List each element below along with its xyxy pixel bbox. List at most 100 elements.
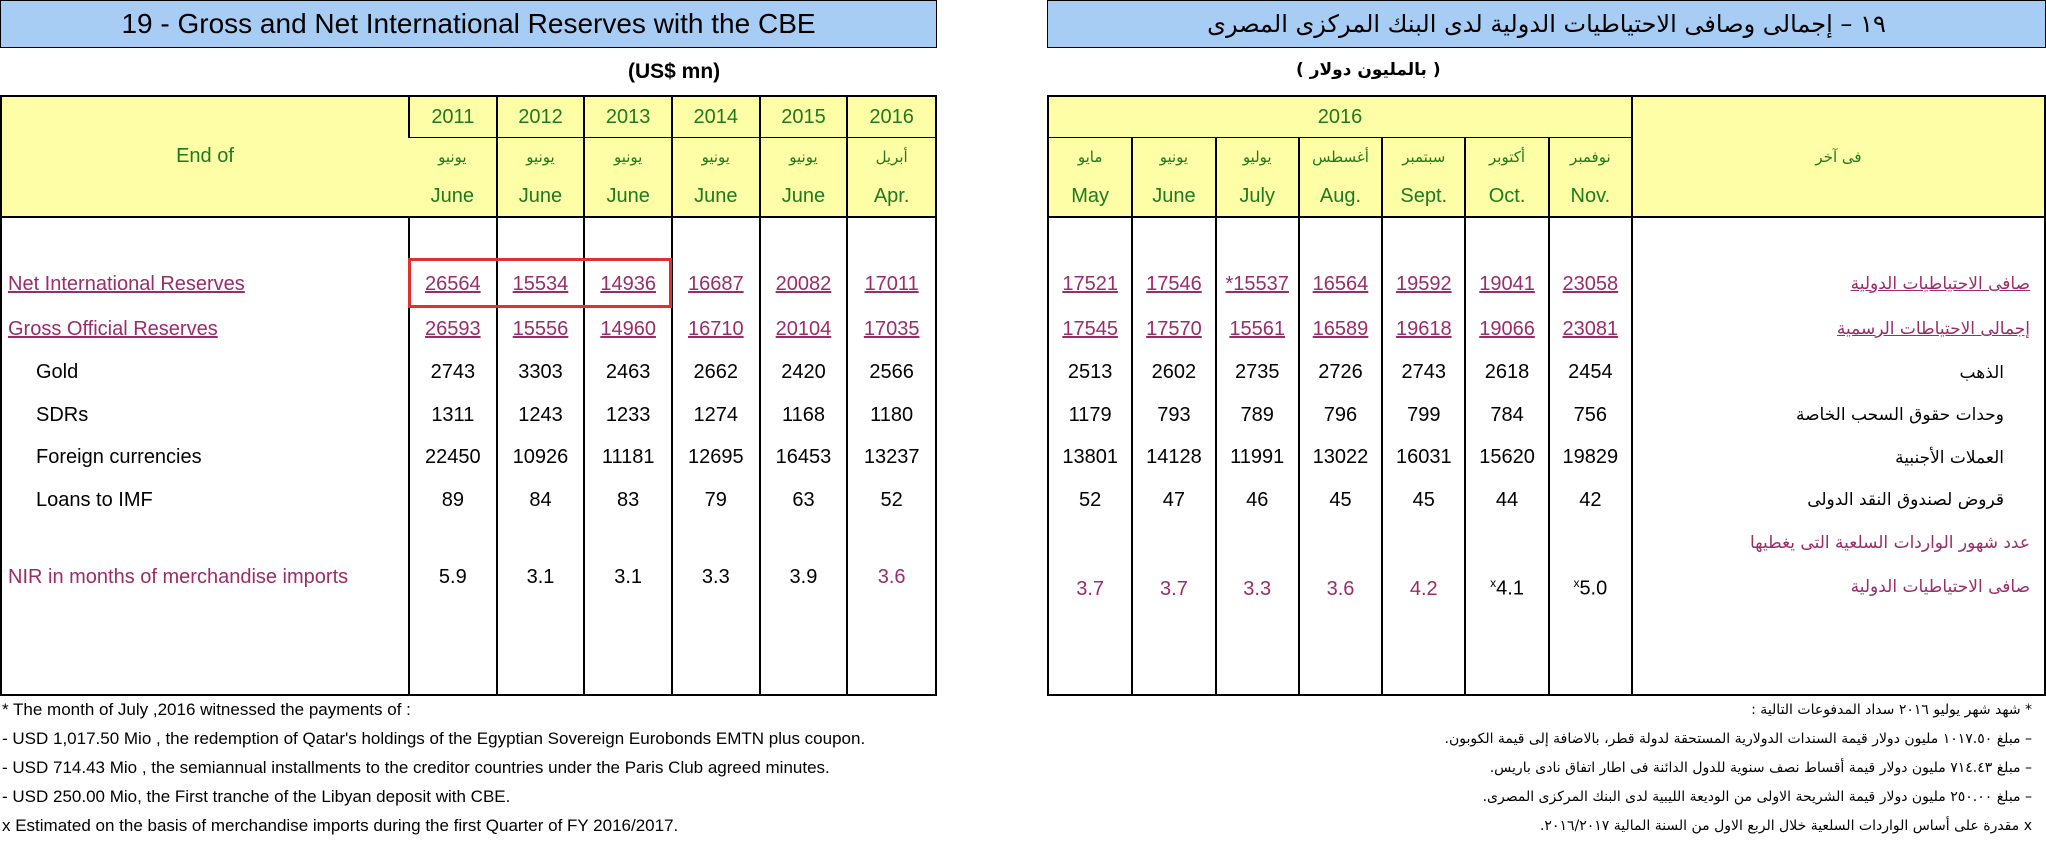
fx-value: 12695 bbox=[670, 436, 760, 479]
sdr-value: 1274 bbox=[670, 394, 760, 436]
gor-value: 26593 bbox=[408, 307, 497, 351]
months-value: 3.3 bbox=[670, 521, 760, 641]
sdr-value: 1180 bbox=[846, 394, 935, 436]
fx-value: 11991 bbox=[1214, 436, 1299, 479]
months-value: 3.1 bbox=[495, 521, 585, 641]
month-ar-header: أبريل bbox=[846, 137, 935, 176]
table-row-imf: Loans to IMF 89 84 83 79 63 52 bbox=[2, 479, 935, 521]
nir-value: 16687 bbox=[670, 261, 760, 307]
gold-value: 2743 bbox=[408, 351, 497, 394]
months-value: 3.7 bbox=[1076, 578, 1105, 600]
month-en-header: Oct. bbox=[1464, 176, 1549, 218]
gold-value: 2566 bbox=[846, 351, 935, 394]
imf-value: 46 bbox=[1214, 479, 1299, 521]
month-ar-header: أكتوبر bbox=[1464, 137, 1549, 176]
nir-value: 17011 bbox=[846, 261, 935, 307]
gold-value: 2735 bbox=[1214, 351, 1299, 394]
sdr-value: 1233 bbox=[583, 394, 672, 436]
month-ar-header: يونيو bbox=[758, 137, 848, 176]
sdr-value: 1311 bbox=[408, 394, 497, 436]
sdr-value: 1168 bbox=[758, 394, 848, 436]
gor-value: 17570 bbox=[1131, 307, 1216, 351]
row-label-sdr: SDRs bbox=[36, 403, 89, 426]
fx-value: 22450 bbox=[408, 436, 497, 479]
row-label-gold-arabic: الذهب bbox=[1631, 351, 2044, 394]
imf-value: 52 bbox=[1079, 488, 1102, 511]
imf-value: 84 bbox=[495, 479, 585, 521]
gold-value: 2420 bbox=[758, 351, 848, 394]
footnote-arabic: – مبلغ ١٠١٧.٥٠ مليون دولار قيمة السندات … bbox=[1444, 731, 2033, 747]
months-value: 3.9 bbox=[758, 521, 848, 641]
unit-label-arabic: ( بالمليون دولار ) bbox=[1296, 60, 1441, 80]
year-header: 2014 bbox=[670, 97, 760, 138]
month-en-header: June bbox=[583, 176, 672, 218]
imf-value: 42 bbox=[1547, 479, 1632, 521]
estimate-marker: x bbox=[1573, 576, 1580, 591]
fx-value: 13237 bbox=[846, 436, 935, 479]
row-label-gor: Gross Official Reserves bbox=[8, 317, 218, 340]
row-label-nir: Net International Reserves bbox=[8, 272, 245, 295]
footnote-arabic: x مقدرة على أساس الواردات السلعية خلال ا… bbox=[1539, 818, 2032, 834]
fx-value: 16031 bbox=[1381, 436, 1466, 479]
nir-value: 17521 bbox=[1062, 272, 1118, 295]
row-label-imf: Loans to IMF bbox=[36, 488, 153, 511]
months-value: 3.6 bbox=[1297, 521, 1383, 653]
row-label-gold: Gold bbox=[36, 361, 79, 383]
row-header-end-of: End of bbox=[2, 97, 409, 218]
sdr-value: 799 bbox=[1381, 394, 1466, 436]
fx-value: 13801 bbox=[1062, 446, 1118, 468]
gor-value: 15556 bbox=[495, 307, 585, 351]
table-row-fx: 13801 14128 11991 13022 16031 15620 1982… bbox=[1049, 436, 2044, 479]
months-value: 4.2 bbox=[1381, 521, 1466, 653]
year-header: 2011 bbox=[408, 97, 497, 138]
row-label-months-line1: عدد شهور الواردات السلعية التى يغطيها bbox=[1749, 533, 2030, 553]
month-en-header: June bbox=[409, 176, 497, 218]
footnote: - USD 1,017.50 Mio , the redemption of Q… bbox=[2, 729, 866, 748]
footnote: - USD 250.00 Mio, the First tranche of t… bbox=[2, 787, 511, 806]
table-row-gor: Gross Official Reserves 26593 15556 1496… bbox=[2, 307, 935, 351]
gor-value: 23081 bbox=[1547, 307, 1632, 351]
gor-value: 17545 bbox=[1062, 317, 1118, 340]
nir-value: 15534 bbox=[495, 261, 585, 307]
month-en-header: June bbox=[1131, 176, 1216, 218]
footnote: - USD 714.43 Mio , the semiannual instal… bbox=[2, 758, 830, 777]
month-ar-header: يوليو bbox=[1214, 137, 1299, 176]
months-value: 3.3 bbox=[1214, 521, 1299, 653]
imf-value: 47 bbox=[1131, 479, 1216, 521]
gor-value: 15561 bbox=[1214, 307, 1299, 351]
imf-value: 44 bbox=[1464, 479, 1549, 521]
month-en-header: May bbox=[1049, 176, 1133, 218]
footnote: x Estimated on the basis of merchandise … bbox=[2, 816, 679, 835]
year-header: 2016 bbox=[846, 97, 935, 138]
fx-value: 14128 bbox=[1131, 436, 1216, 479]
gor-value: 19066 bbox=[1464, 307, 1549, 351]
months-value: 3.6 bbox=[846, 521, 935, 641]
row-label-months: NIR in months of merchandise imports bbox=[8, 566, 349, 588]
row-label-months-line2: صافى الاحتياطيات الدولية bbox=[1850, 577, 2030, 597]
footnote-arabic: * شهد شهر يوليو ٢٠١٦ سداد المدفوعات التا… bbox=[1751, 702, 2032, 718]
gold-value: 2602 bbox=[1131, 351, 1216, 394]
sdr-value: 756 bbox=[1547, 394, 1632, 436]
gor-value: 16589 bbox=[1297, 307, 1383, 351]
gor-value: 20104 bbox=[758, 307, 848, 351]
sdr-value: 1179 bbox=[1068, 403, 1112, 426]
gor-value: 19618 bbox=[1381, 307, 1466, 351]
month-ar-header: يونيو bbox=[409, 137, 497, 176]
row-label-fx: Foreign currencies bbox=[36, 446, 202, 468]
estimate-marker: x bbox=[1490, 576, 1497, 591]
footnote-arabic: – مبلغ ٢٥٠.٠٠ مليون دولار قيمة الشريحة ا… bbox=[1482, 789, 2032, 805]
row-label-months-arabic: عدد شهور الواردات السلعية التى يغطيها صا… bbox=[1631, 521, 2044, 653]
nir-value: 20082 bbox=[758, 261, 848, 307]
table-row-sdr: SDRs 1311 1243 1233 1274 1168 1180 bbox=[2, 394, 935, 436]
months-value: 3.7 bbox=[1131, 521, 1216, 653]
month-ar-header: مايو bbox=[1049, 137, 1133, 176]
row-header-arabic: فى آخر bbox=[1631, 97, 2044, 218]
nir-value: 23058 bbox=[1547, 261, 1632, 307]
month-ar-header: نوفمبر bbox=[1547, 137, 1632, 176]
month-ar-header: أغسطس bbox=[1297, 137, 1383, 176]
table-row-fx: Foreign currencies 22450 10926 11181 126… bbox=[2, 436, 935, 479]
fx-value: 16453 bbox=[758, 436, 848, 479]
sdr-value: 1243 bbox=[495, 394, 585, 436]
gold-value: 2618 bbox=[1464, 351, 1549, 394]
table-row-gor: 17545 17570 15561 16589 19618 19066 2308… bbox=[1049, 307, 2044, 351]
